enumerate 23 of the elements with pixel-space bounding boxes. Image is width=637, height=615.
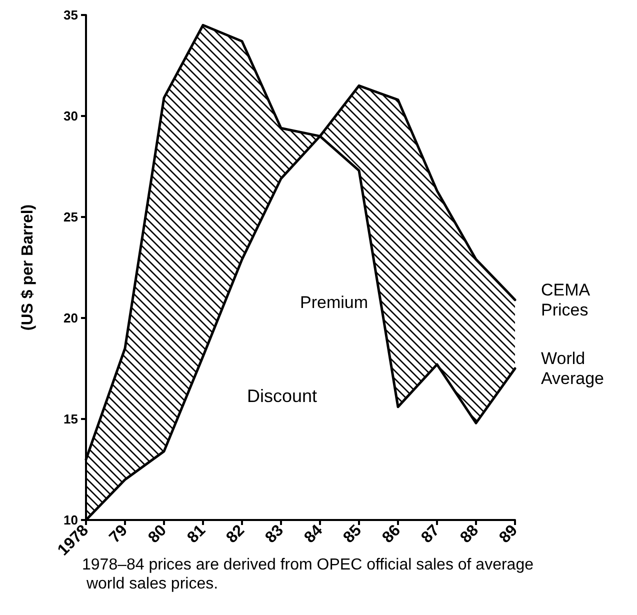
x-tick-label: 83 — [262, 522, 288, 547]
x-tick-label: 84 — [301, 522, 326, 547]
y-tick-label: 25 — [64, 210, 78, 224]
series-label: World Average — [541, 349, 604, 388]
y-tick-label: 15 — [64, 412, 78, 426]
y-axis-title: (US $ per Barrel) — [20, 204, 36, 331]
x-tick-label: 85 — [340, 522, 366, 547]
x-tick-label: 89 — [496, 522, 522, 547]
series-label: CEMA Prices — [541, 280, 594, 320]
text: 1978–84 prices are derived from OPEC official sales of average world sales prices. — [82, 556, 534, 592]
annotation: Premium — [300, 293, 368, 312]
x-tick-label: 88 — [457, 522, 482, 547]
y-tick-label: 10 — [64, 512, 78, 528]
x-tick-label: 82 — [223, 522, 248, 547]
x-tick-label: 81 — [184, 522, 210, 547]
y-tick-label: 30 — [64, 108, 78, 124]
x-tick-label: 86 — [379, 522, 404, 547]
y-tick-label: 35 — [64, 8, 78, 22]
x-tick-label: 80 — [145, 522, 170, 547]
x-tick-label: 87 — [418, 522, 444, 547]
y-tick-label: 20 — [64, 310, 78, 326]
x-tick-label: 79 — [106, 522, 132, 547]
annotation: Discount — [247, 386, 318, 406]
